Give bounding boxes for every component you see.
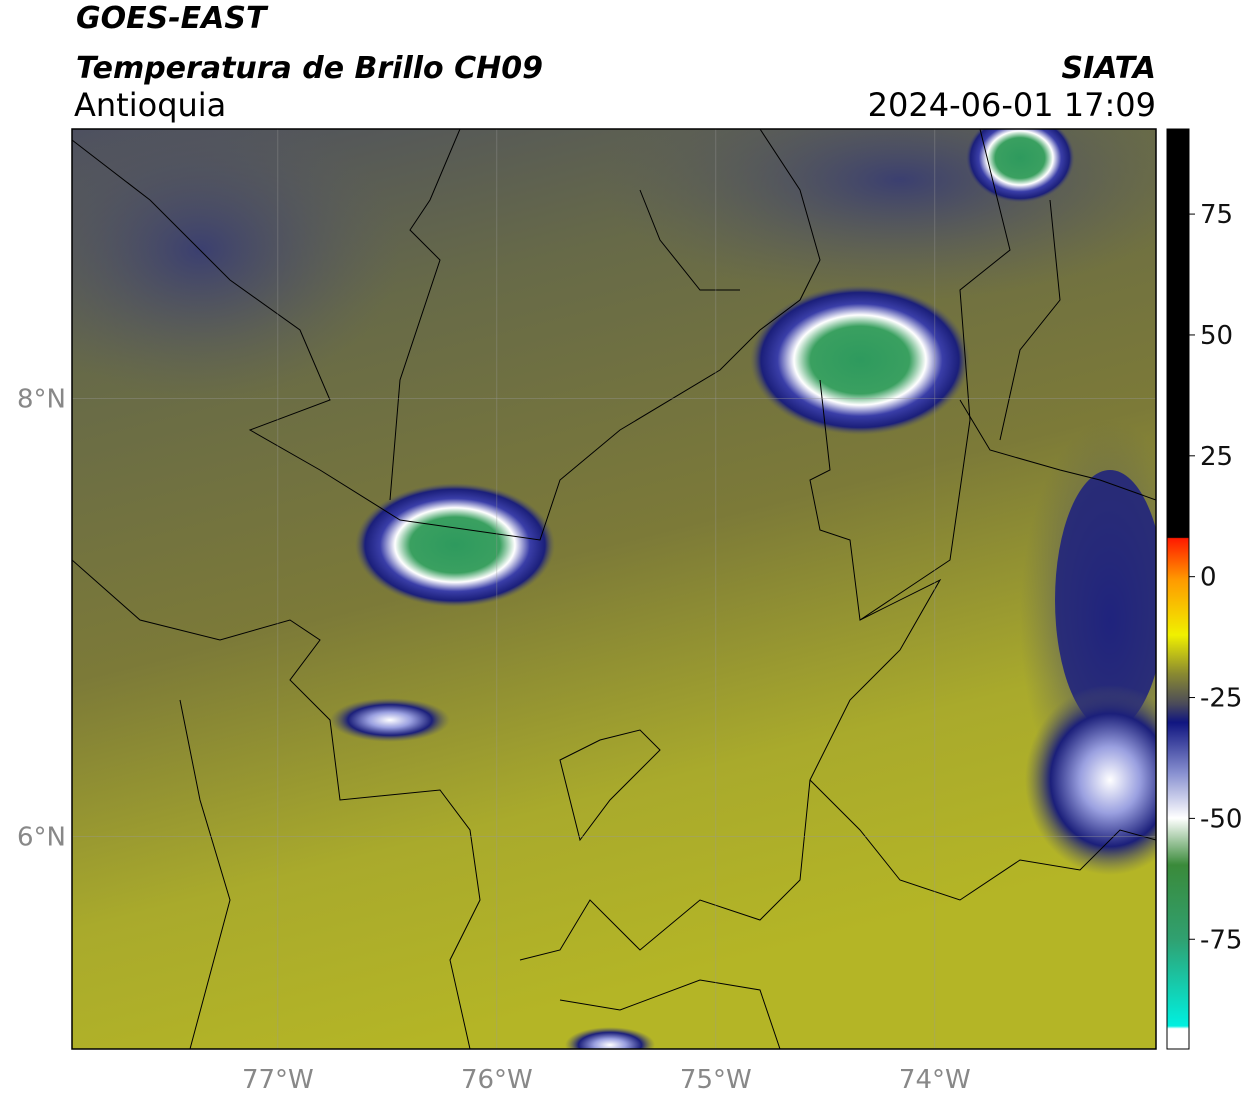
colorbar-tick-label: -75 xyxy=(1200,925,1242,955)
colorbar xyxy=(1166,128,1190,1050)
datetime: 2024-06-01 17:09 xyxy=(868,86,1156,124)
colorbar-tick-label: 75 xyxy=(1200,200,1233,230)
colorbar-tick-label: -50 xyxy=(1200,804,1242,834)
graticule xyxy=(72,129,1156,1049)
subtitle: Temperatura de Brillo CH09 xyxy=(76,51,543,86)
map-frame xyxy=(71,128,1157,1050)
title: GOES-EAST xyxy=(76,1,269,36)
colorbar-tick-label: 50 xyxy=(1200,321,1233,351)
region: Antioquia xyxy=(74,86,226,124)
y-tick-label: 8°N xyxy=(17,384,66,414)
x-tick-label: 75°W xyxy=(680,1065,752,1095)
colorbar-tick-label: 25 xyxy=(1200,442,1233,472)
map-image xyxy=(72,129,1156,1049)
y-tick-label: 6°N xyxy=(17,823,66,853)
x-tick-label: 77°W xyxy=(242,1065,314,1095)
colorbar-tick-label: -25 xyxy=(1200,684,1242,714)
x-tick-label: 74°W xyxy=(899,1065,971,1095)
x-tick-label: 76°W xyxy=(461,1065,533,1095)
colorbar-tick-label: 0 xyxy=(1200,563,1217,593)
source: SIATA xyxy=(1062,51,1156,86)
